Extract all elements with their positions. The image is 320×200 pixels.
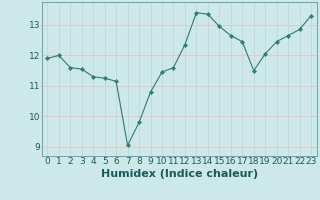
X-axis label: Humidex (Indice chaleur): Humidex (Indice chaleur) [100, 169, 258, 179]
